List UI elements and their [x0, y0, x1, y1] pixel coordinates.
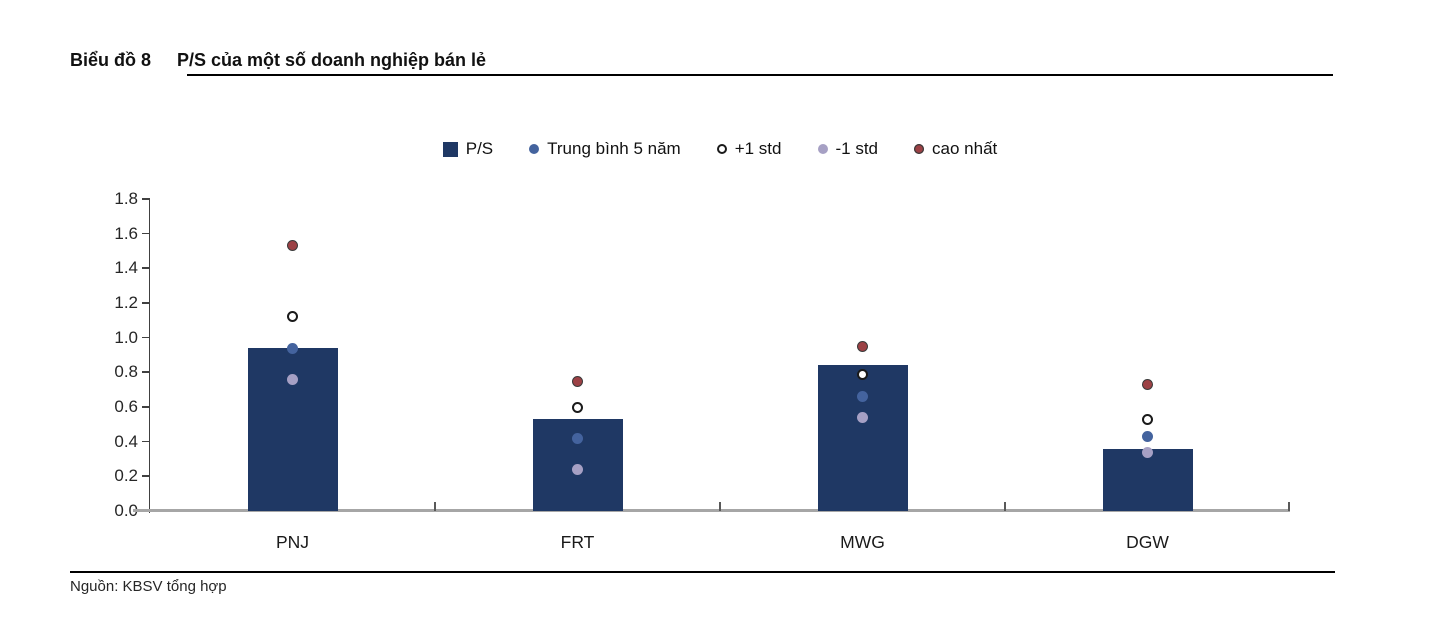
point-Trung bình 5 năm-DGW [1142, 430, 1153, 442]
point--1 std-PNJ [287, 373, 298, 385]
chart-title: Biểu đồ 8 P/S của một số doanh nghiệp bán… [70, 50, 486, 71]
y-axis-tick-label: 1.2 [114, 293, 138, 313]
legend-item-4: cao nhất [914, 139, 997, 159]
x-axis-tick [1004, 502, 1006, 511]
y-axis-tick-label: 0.2 [114, 466, 138, 486]
point-+1 std-MWG [857, 368, 868, 380]
y-axis-tick [142, 406, 150, 408]
y-axis-tick [142, 440, 150, 443]
point-cao nhất-PNJ [287, 240, 298, 252]
chart-title-text: P/S của một số doanh nghiệp bán lẻ [177, 50, 487, 70]
legend-item-3: -1 std [817, 139, 879, 159]
point--1 std-FRT [572, 463, 583, 475]
x-axis-baseline [133, 509, 1290, 512]
footer-rule [70, 571, 1335, 573]
legend-label: +1 std [734, 139, 782, 158]
bar-PNJ [247, 348, 338, 511]
y-axis-line [148, 199, 151, 513]
legend-label: Trung bình 5 năm [547, 139, 681, 158]
point--1 std-DGW [1142, 446, 1153, 458]
x-axis-tick [434, 502, 436, 511]
point-cao nhất-MWG [857, 340, 868, 352]
y-axis-tick [142, 267, 150, 270]
y-axis-tick [142, 336, 150, 339]
legend-item-1: Trung bình 5 năm [529, 139, 681, 159]
bar-DGW [1102, 448, 1193, 511]
y-axis-tick-label: 0.6 [114, 397, 138, 417]
legend-marker-icon [529, 144, 540, 154]
source-note: Nguồn: KBSV tổng hợp [70, 578, 227, 595]
chart-number-label: Biểu đồ 8 [70, 50, 152, 70]
legend-marker-icon [817, 144, 828, 154]
y-axis-tick-label: 0.0 [114, 501, 138, 520]
legend-label: cao nhất [932, 139, 998, 158]
legend-marker-icon [716, 144, 727, 154]
title-underline [187, 74, 1333, 76]
y-axis-tick-label: 1.4 [114, 258, 138, 278]
y-axis-tick [142, 232, 150, 235]
x-category-label-PNJ: PNJ [275, 532, 310, 552]
legend-marker-icon [914, 144, 925, 154]
point-cao nhất-FRT [572, 375, 583, 387]
x-category-label-FRT: FRT [560, 532, 595, 552]
x-category-label-MWG: MWG [840, 532, 885, 552]
legend-marker-icon [442, 141, 458, 157]
legend-label: -1 std [835, 139, 879, 158]
legend-item-0: P/S [442, 139, 494, 159]
y-axis-tick-label: 1.6 [114, 223, 138, 243]
y-axis-tick [142, 475, 150, 478]
y-axis-tick-label: 0.8 [114, 362, 138, 382]
y-axis-tick-label: 1.0 [114, 327, 138, 347]
y-axis-tick-label: 1.8 [114, 189, 138, 209]
y-axis-tick [142, 302, 150, 304]
point-Trung bình 5 năm-FRT [572, 432, 583, 444]
y-axis-tick [142, 371, 150, 374]
point-Trung bình 5 năm-PNJ [287, 342, 298, 354]
point-cao nhất-DGW [1142, 378, 1153, 390]
y-axis-tick-label: 0.4 [114, 431, 138, 451]
point-+1 std-PNJ [287, 311, 298, 323]
point-+1 std-DGW [1142, 413, 1153, 425]
legend-item-2: +1 std [716, 139, 782, 159]
x-axis-end-tick [1288, 502, 1290, 511]
y-axis-tick [142, 198, 150, 200]
point-+1 std-FRT [572, 401, 583, 413]
legend-label: P/S [465, 139, 494, 158]
point--1 std-MWG [857, 411, 868, 423]
point-Trung bình 5 năm-MWG [857, 391, 868, 403]
bar-MWG [817, 365, 908, 511]
chart-legend: P/S Trung bình 5 năm +1 std -1 std cao nhất [150, 137, 1290, 161]
x-category-label-DGW: DGW [1126, 532, 1169, 552]
x-axis-tick [719, 502, 721, 511]
